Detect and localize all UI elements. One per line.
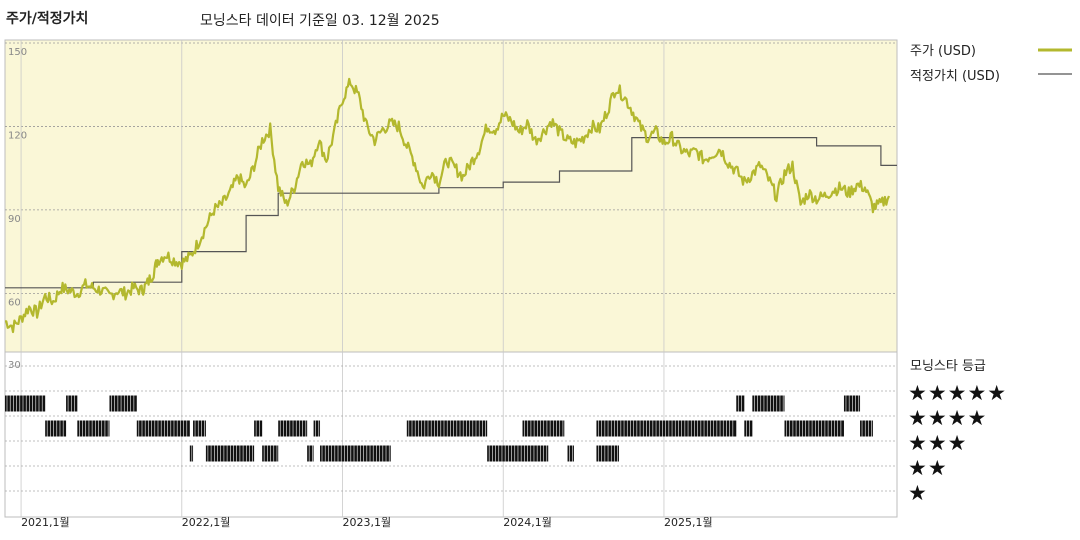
rating-y-tick-label: 30 bbox=[8, 360, 21, 371]
rating-bar bbox=[784, 420, 844, 437]
price-plot-background bbox=[5, 40, 897, 352]
rating-bar bbox=[136, 420, 190, 437]
rating-bar bbox=[193, 420, 206, 437]
rating-bar bbox=[567, 445, 574, 462]
rating-period-4-star bbox=[5, 395, 46, 412]
rating-period-2-star bbox=[189, 445, 194, 462]
rating-period-3-star bbox=[278, 420, 308, 437]
rating-period-3-star bbox=[313, 420, 321, 437]
rating-row-1-star: ★ bbox=[908, 481, 928, 505]
price-series bbox=[5, 77, 891, 334]
rating-period-3-star bbox=[744, 420, 753, 437]
legend-fair-value-label: 적정가치 (USD) bbox=[910, 69, 1000, 84]
rating-bar bbox=[5, 395, 46, 412]
legend-price-label: 주가 (USD) bbox=[910, 44, 976, 59]
rating-period-2-star bbox=[596, 445, 619, 462]
rating-bar bbox=[860, 420, 873, 437]
rating-row-5-stars: ★★★★★ bbox=[908, 381, 1007, 405]
rating-period-3-star bbox=[860, 420, 873, 437]
rating-period-2-star bbox=[320, 445, 391, 462]
rating-bar bbox=[254, 420, 263, 437]
rating-bar bbox=[189, 445, 194, 462]
rating-period-3-star bbox=[193, 420, 206, 437]
x-tick-label: 2023,1월 bbox=[343, 516, 392, 529]
x-tick-label: 2024,1월 bbox=[503, 516, 552, 529]
rating-period-3-star bbox=[254, 420, 263, 437]
price-line bbox=[5, 77, 891, 334]
rating-grid bbox=[5, 352, 897, 517]
rating-bar bbox=[596, 445, 619, 462]
data-date-title: 모닝스타 데이터 기준일 03. 12월 2025 bbox=[200, 13, 440, 29]
rating-bar bbox=[313, 420, 321, 437]
rating-bar bbox=[66, 395, 78, 412]
rating-bar bbox=[109, 395, 137, 412]
y-tick-labels: 60 90 120 150 30 bbox=[8, 47, 27, 371]
x-tick-label: 2022,1월 bbox=[182, 516, 231, 529]
legend-rating-title: 모닝스타 등급 bbox=[910, 359, 986, 374]
rating-bar bbox=[278, 420, 308, 437]
rating-period-3-star bbox=[45, 420, 67, 437]
rating-period-3-star bbox=[77, 420, 110, 437]
rating-bar bbox=[320, 445, 391, 462]
rating-period-2-star bbox=[262, 445, 279, 462]
x-tick-labels: 2021,1월 2022,1월 2023,1월 2024,1월 2025,1월 bbox=[21, 516, 712, 529]
rating-bar bbox=[744, 420, 753, 437]
rating-row-2-stars: ★★ bbox=[908, 456, 948, 480]
y-tick-label: 150 bbox=[8, 47, 27, 58]
rating-period-2-star bbox=[567, 445, 574, 462]
y-tick-label: 120 bbox=[8, 130, 27, 141]
rating-bar bbox=[843, 395, 861, 412]
rating-bar bbox=[262, 445, 279, 462]
rating-period-3-star bbox=[406, 420, 488, 437]
rating-period-4-star bbox=[752, 395, 785, 412]
rating-bar bbox=[307, 445, 314, 462]
rating-period-4-star bbox=[843, 395, 861, 412]
rating-bars bbox=[5, 395, 873, 462]
rating-bar bbox=[596, 420, 737, 437]
price-grid bbox=[5, 40, 897, 352]
rating-period-3-star bbox=[596, 420, 737, 437]
rating-row-3-stars: ★★★ bbox=[908, 431, 967, 455]
rating-period-2-star bbox=[487, 445, 549, 462]
rating-period-4-star bbox=[109, 395, 137, 412]
x-tick-label: 2025,1월 bbox=[664, 516, 713, 529]
rating-period-4-star bbox=[736, 395, 745, 412]
rating-bar bbox=[736, 395, 745, 412]
rating-bar bbox=[522, 420, 565, 437]
x-tick-label: 2021,1월 bbox=[21, 516, 70, 529]
y-tick-label: 60 bbox=[8, 297, 21, 308]
rating-period-2-star bbox=[307, 445, 314, 462]
rating-period-4-star bbox=[66, 395, 78, 412]
rating-period-3-star bbox=[522, 420, 565, 437]
y-tick-label: 90 bbox=[8, 214, 21, 225]
rating-row-4-stars: ★★★★ bbox=[908, 406, 987, 430]
chart-section-title: 주가/적정가치 bbox=[6, 11, 89, 27]
rating-period-2-star bbox=[205, 445, 255, 462]
rating-period-3-star bbox=[136, 420, 190, 437]
rating-period-3-star bbox=[784, 420, 844, 437]
